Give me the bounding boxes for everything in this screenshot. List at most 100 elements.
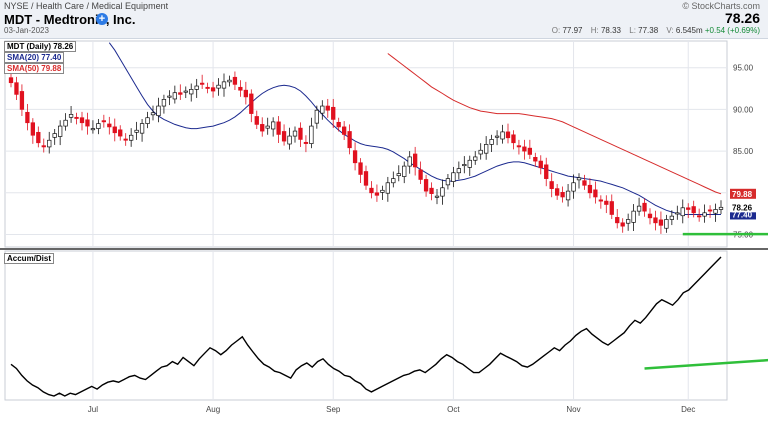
candle (271, 121, 276, 130)
x-tick-label: Dec (681, 405, 695, 414)
candle (440, 187, 445, 197)
candle (47, 139, 52, 148)
candle (587, 184, 593, 194)
candle (533, 156, 538, 162)
candle (549, 181, 554, 189)
candle (216, 84, 221, 89)
legend-price: MDT (Daily) 78.26 (4, 41, 77, 52)
last-price: 78.26 (724, 10, 760, 26)
candle (675, 212, 680, 215)
candle (156, 105, 161, 116)
candle (686, 207, 691, 210)
candle (309, 125, 314, 144)
exchange-sector-label: NYSE / Health Care / Medical Equipment (4, 1, 169, 11)
candle (429, 187, 434, 194)
y-tick-label: 90.00 (733, 105, 754, 114)
y-tick-label: 95.00 (733, 64, 754, 73)
candle (494, 135, 500, 138)
candle (123, 138, 128, 141)
candle (14, 82, 19, 95)
candle (418, 169, 423, 180)
candle (620, 222, 625, 227)
candle (511, 134, 516, 144)
candle (336, 121, 341, 128)
candle (626, 219, 631, 224)
candle (571, 182, 576, 192)
candle (260, 124, 265, 132)
candle (653, 217, 658, 224)
candle (374, 192, 380, 196)
candle (697, 215, 702, 218)
candle (407, 156, 412, 167)
candle (265, 125, 270, 129)
candle (52, 133, 57, 138)
candle (68, 114, 74, 118)
candle (636, 205, 642, 212)
candle (445, 178, 451, 186)
candle (19, 91, 25, 110)
candle (462, 164, 467, 167)
legend-adl: Accum/Dist (4, 253, 55, 264)
adl-panel-frame (4, 250, 728, 401)
candle (107, 123, 112, 128)
stockcharts-brand[interactable]: © StockCharts.com (682, 1, 760, 11)
candle (298, 127, 303, 140)
candle (194, 85, 199, 90)
candle (172, 92, 177, 100)
candle (538, 160, 543, 169)
candle (90, 128, 96, 131)
candle (434, 195, 440, 198)
candle (145, 117, 150, 124)
candle (221, 81, 227, 89)
candle (707, 209, 713, 212)
candle (598, 199, 603, 202)
candle (74, 116, 79, 119)
candle (210, 87, 216, 92)
candle (576, 177, 582, 181)
candle (713, 209, 718, 214)
candle (189, 89, 194, 95)
price-panel-frame (4, 40, 728, 248)
candle (555, 188, 560, 196)
candle (358, 162, 363, 175)
candle (396, 173, 401, 177)
candle (320, 105, 325, 114)
x-tick-label: Jul (88, 405, 98, 414)
candle (287, 135, 292, 145)
candle (96, 123, 101, 129)
x-tick-label: Aug (206, 405, 220, 414)
ohlc-readout: O: 77.97 H: 78.33 L: 77.38 V: 6.545m +0.… (551, 26, 760, 35)
sma50-line (387, 53, 722, 195)
candle (8, 77, 14, 84)
candle (522, 146, 527, 152)
candle (238, 86, 243, 91)
candle (702, 212, 707, 217)
info-plus-icon[interactable]: + (96, 13, 108, 25)
candle (516, 145, 522, 148)
chart-header: NYSE / Health Care / Medical Equipment ©… (0, 0, 768, 39)
candle (85, 119, 90, 127)
candle (254, 116, 259, 125)
candle (391, 178, 396, 184)
candle (615, 217, 620, 224)
candle (118, 129, 123, 137)
candle (718, 206, 724, 210)
open-value: 77.97 (562, 26, 583, 35)
candle (467, 159, 472, 168)
adl-trendline (644, 358, 768, 370)
volume-value: 6.545m (675, 26, 703, 35)
candle (276, 121, 281, 135)
candle (178, 92, 183, 95)
candle (582, 180, 587, 186)
candle (292, 130, 298, 137)
candle (205, 86, 210, 89)
candle (565, 190, 571, 201)
candle (347, 131, 352, 149)
low-value: 77.38 (638, 26, 659, 35)
sma20-price-tag-bg (730, 209, 756, 220)
candle (30, 122, 35, 136)
candle (385, 182, 390, 194)
candle (101, 120, 106, 123)
